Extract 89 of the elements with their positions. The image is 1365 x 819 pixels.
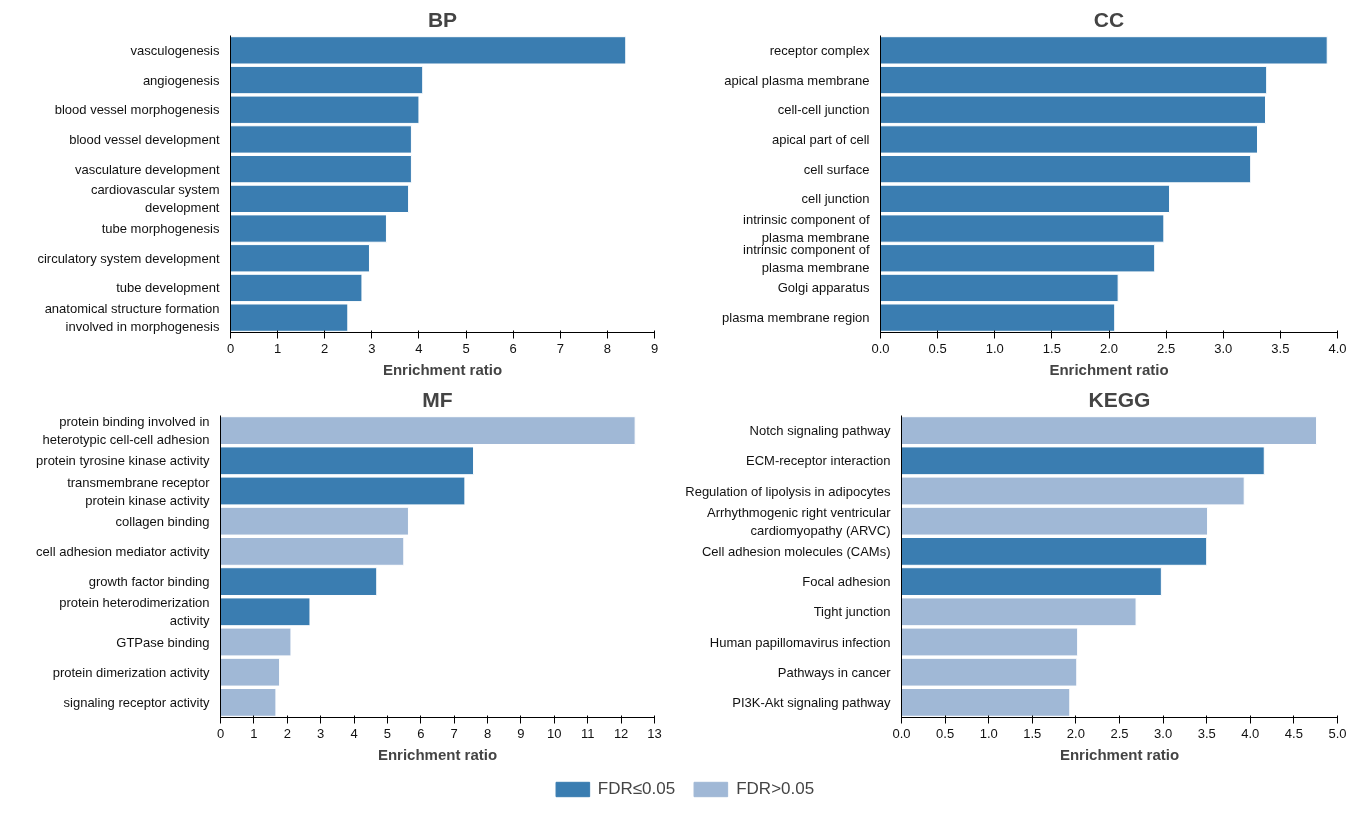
y-tick-label: blood vessel morphogenesis	[54, 102, 220, 118]
x-tick-label: 1.0	[979, 725, 998, 741]
y-tick-label: Focal adhesion	[802, 574, 891, 590]
y-tick-label: Tight junction	[813, 604, 891, 620]
x-tick-label: 5	[462, 340, 470, 356]
y-tick-label: protein dimerization activity	[52, 664, 210, 680]
y-tick-label: cell adhesion mediator activity	[36, 543, 210, 559]
x-tick-label: 3.5	[1197, 725, 1216, 741]
x-tick-label: 2.5	[1110, 725, 1129, 741]
y-tick-label: PI3K-Akt signaling pathway	[732, 694, 891, 710]
x-tick-label: 5	[383, 725, 392, 741]
x-tick-label: 9	[517, 725, 525, 741]
chart-title: KEGG	[1088, 387, 1151, 411]
x-tick-label: 8	[603, 340, 612, 356]
y-tick-label: angiogenesis	[142, 72, 220, 88]
y-tick-label: Pathways in cancer	[777, 664, 892, 680]
chart-title: CC	[1093, 7, 1125, 31]
x-tick-label: 1.5	[1042, 340, 1061, 356]
x-tick-label: 2	[283, 725, 291, 741]
y-tick-label: signaling receptor activity	[63, 694, 210, 710]
y-tick-label: Golgi apparatus	[777, 280, 870, 296]
x-tick-label: 0	[216, 725, 225, 741]
y-tick-label: GTPase binding	[116, 634, 210, 650]
x-tick-label: 0.0	[892, 725, 911, 741]
y-tick-label: blood vessel development	[69, 131, 220, 147]
x-tick-label: 1	[274, 340, 282, 356]
y-tick-label: apical plasma membrane	[724, 72, 870, 88]
y-tick-label: vasculogenesis	[130, 42, 220, 58]
y-tick-label: ECM-receptor interaction	[746, 453, 891, 469]
y-tick-label: Regulation of lipolysis in adipocytes	[685, 483, 891, 499]
y-tick-label: cell-cell junction	[777, 102, 870, 118]
x-tick-label: 0	[226, 340, 235, 356]
y-tick-label: growth factor binding	[88, 574, 210, 590]
x-tick-label: 3.0	[1214, 340, 1233, 356]
x-tick-label: 2.0	[1099, 340, 1119, 356]
chart-title: BP	[427, 7, 458, 31]
x-tick-label: 8	[483, 725, 492, 741]
y-tick-label: circulatory system development	[37, 250, 220, 266]
x-axis-title: Enrichment ratio	[382, 360, 503, 378]
x-tick-label: 4.5	[1284, 725, 1303, 741]
x-tick-label: 3.0	[1154, 725, 1173, 741]
y-tick-label: Cell adhesion molecules (CAMs)	[701, 543, 891, 559]
x-tick-label: 4.0	[1241, 725, 1260, 741]
x-tick-label: 7	[556, 340, 564, 356]
x-tick-label: 1.0	[985, 340, 1004, 356]
x-tick-label: 2.0	[1066, 725, 1085, 741]
x-tick-label: 4	[415, 340, 423, 356]
y-tick-label: Notch signaling pathway	[749, 423, 891, 439]
x-tick-label: 6	[417, 725, 425, 741]
y-tick-label: Human papillomavirus infection	[709, 634, 891, 650]
y-tick-label: plasma membrane region	[722, 310, 870, 326]
y-tick-label: protein heterodimerization activity	[59, 595, 210, 629]
y-tick-label: cell surface	[803, 161, 870, 177]
x-tick-label: 1.5	[1023, 725, 1042, 741]
y-tick-label: tube development	[116, 280, 220, 296]
y-tick-label: cell junction	[801, 191, 870, 207]
x-tick-label: 1	[250, 725, 258, 741]
x-tick-label: 3	[317, 725, 325, 741]
x-tick-label: 2	[321, 340, 329, 356]
x-tick-label: 0.5	[936, 725, 955, 741]
x-axis-title: Enrichment ratio	[377, 745, 498, 763]
y-tick-label: vasculature development	[74, 161, 220, 177]
x-tick-label: 9	[650, 340, 659, 356]
x-tick-label: 2.5	[1157, 340, 1176, 356]
x-tick-label: 6	[509, 340, 517, 356]
x-tick-label: 3.5	[1271, 340, 1290, 356]
x-axis-title: Enrichment ratio	[1049, 360, 1169, 378]
x-tick-label: 4.0	[1328, 340, 1347, 356]
y-tick-label: receptor complex	[769, 42, 870, 58]
x-tick-label: 13	[647, 725, 662, 741]
x-tick-label: 12	[613, 725, 629, 741]
y-tick-label: tube morphogenesis	[101, 221, 220, 237]
y-tick-label: Arrhythmogenic right ventricular cardiomyopathy (ARVC)	[706, 504, 892, 538]
x-tick-label: 3	[368, 340, 376, 356]
y-tick-label: protein tyrosine kinase activity	[36, 453, 210, 469]
x-tick-label: 11	[580, 725, 595, 741]
x-axis-title: Enrichment ratio	[1059, 745, 1180, 763]
y-tick-label: collagen binding	[115, 513, 210, 529]
y-tick-label: apical part of cell	[771, 131, 870, 147]
legend-label: FDR>0.05	[736, 779, 815, 799]
legend-label: FDR≤0.05	[597, 779, 676, 799]
x-tick-label: 5.0	[1328, 725, 1347, 741]
x-tick-label: 0.0	[871, 340, 890, 356]
x-tick-label: 4	[350, 725, 358, 741]
x-tick-label: 0.5	[928, 340, 947, 356]
y-tick-label: anatomical structure formation involved in morphogenesis	[44, 301, 220, 335]
x-tick-label: 7	[450, 725, 458, 741]
chart-title: MF	[422, 387, 453, 411]
x-tick-label: 10	[547, 725, 562, 741]
